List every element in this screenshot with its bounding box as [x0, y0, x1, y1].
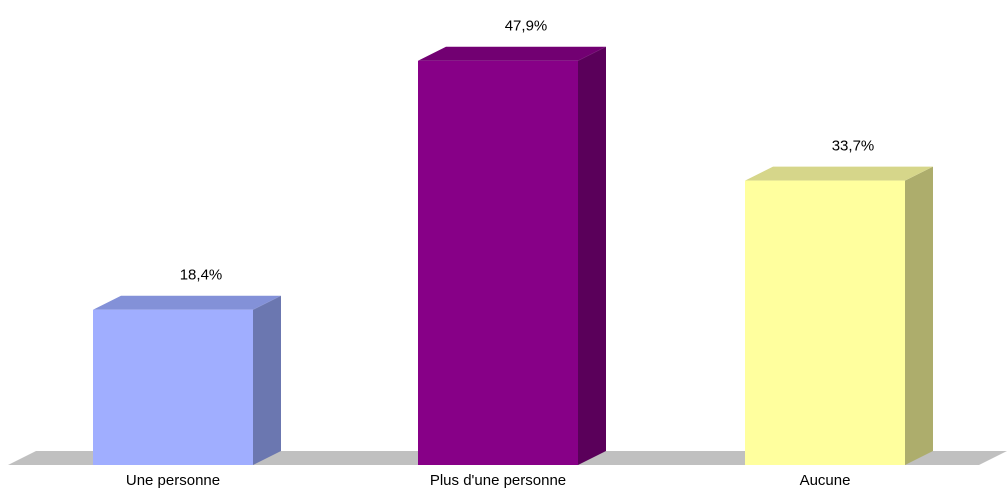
value-label-plus-d-une-personne: 47,9% — [505, 18, 548, 35]
bar-side-une-personne — [253, 295, 281, 465]
bars-group — [93, 46, 933, 465]
bar-front-une-personne — [93, 309, 253, 465]
bar-top-aucune — [745, 166, 933, 181]
bar-side-plus-d-une-personne — [578, 46, 606, 465]
category-label-une-personne: Une personne — [126, 472, 220, 489]
bar-aucune — [745, 166, 933, 465]
bar-top-une-personne — [93, 295, 281, 310]
value-label-aucune: 33,7% — [832, 138, 875, 155]
category-labels-group: Une personne Plus d'une personne Aucune — [126, 472, 851, 489]
bar-front-plus-d-une-personne — [418, 60, 578, 465]
bar-plus-d-une-personne — [418, 46, 606, 465]
category-label-aucune: Aucune — [800, 472, 851, 489]
value-labels-group: 18,4% 47,9% 33,7% — [180, 18, 875, 284]
bar-top-plus-d-une-personne — [418, 46, 606, 61]
bar-une-personne — [93, 295, 281, 465]
category-label-plus-d-une-personne: Plus d'une personne — [430, 472, 566, 489]
value-label-une-personne: 18,4% — [180, 267, 223, 284]
bar-front-aucune — [745, 180, 905, 465]
bar-side-aucune — [905, 166, 933, 465]
